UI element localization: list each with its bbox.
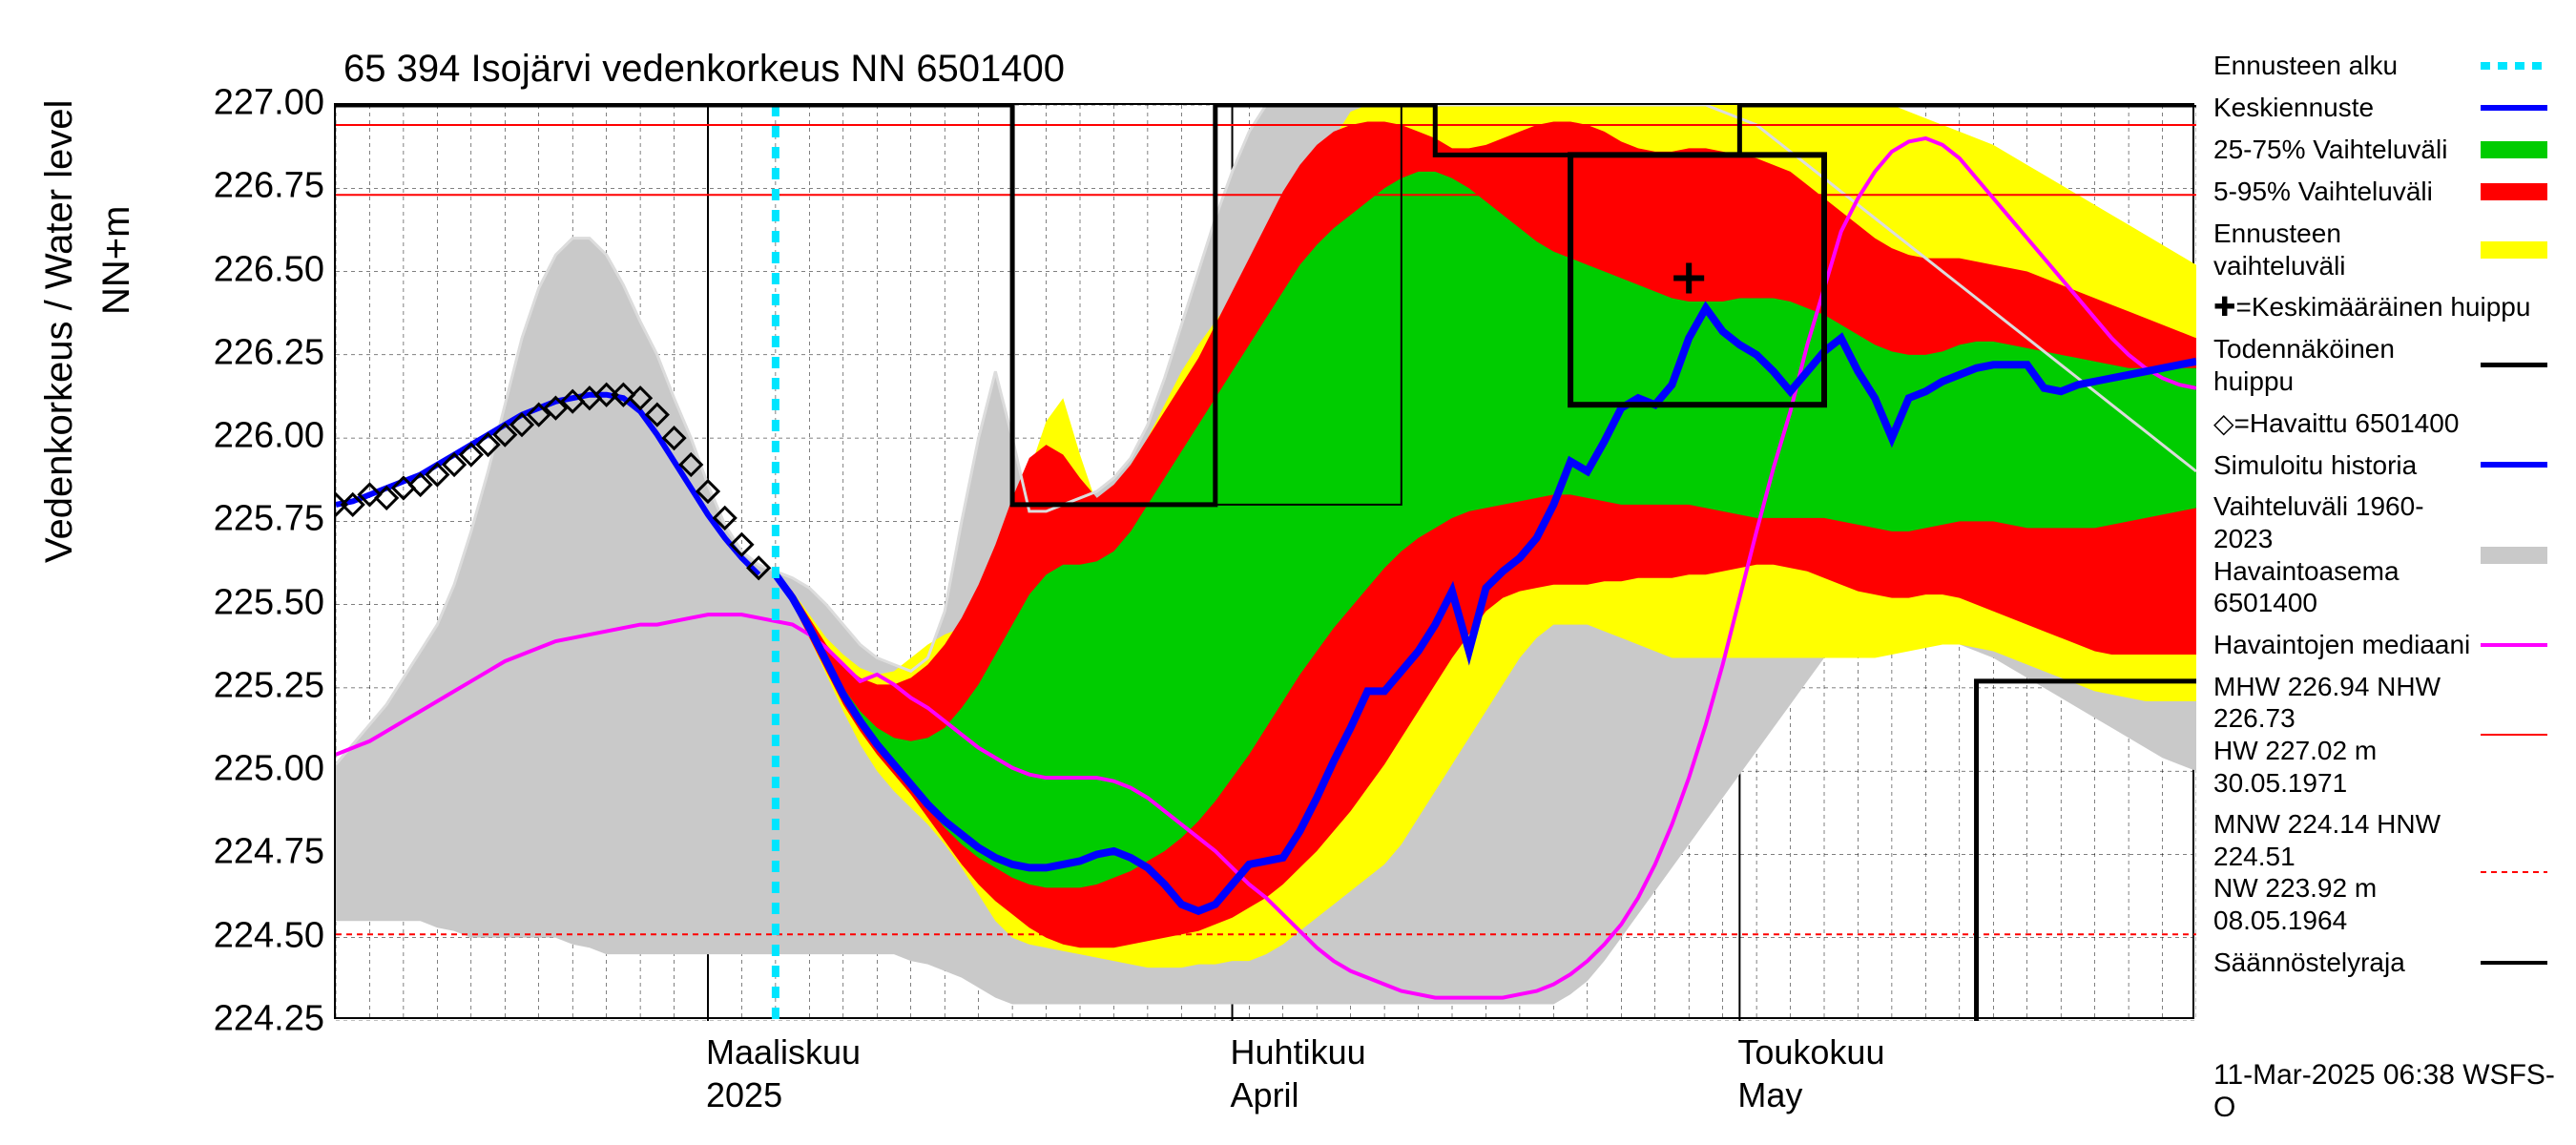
legend-sample-fill [2481,183,2547,200]
legend-item: Vaihteluväli 1960-2023 Havaintoasema 650… [2213,490,2547,618]
legend-label: Havaintojen mediaani [2213,629,2473,661]
ytick-label: 226.25 [214,332,324,373]
legend-item: Simuloitu historia [2213,448,2547,481]
legend-sample-line [2481,363,2547,367]
legend-label: Säännöstelyraja [2213,947,2473,979]
legend-label: Ennusteen alku [2213,50,2473,82]
legend-label: ◇=Havaittu 6501400 [2213,407,2547,440]
legend-sample-line [2481,462,2547,468]
legend-sample-fill [2481,241,2547,259]
legend-sample-shortdash [2481,871,2547,873]
legend-label: 5-95% Vaihteluväli [2213,176,2473,208]
legend-item: 25-75% Vaihteluväli [2213,134,2547,166]
legend-item: MHW 226.94 NHW 226.73HW 227.02 m 30.05.1… [2213,671,2547,799]
ytick-label: 226.75 [214,166,324,207]
legend-label: Todennäköinen huippu [2213,333,2473,397]
legend: Ennusteen alku Keskiennuste 25-75% Vaihtel… [2213,50,2547,989]
footer-timestamp: 11-Mar-2025 06:38 WSFS-O [2213,1059,2557,1124]
yaxis-label-secondary: NN+m [95,206,138,315]
ytick-label: 224.75 [214,832,324,873]
legend-sample-line [2481,105,2547,111]
chart-title: 65 394 Isojärvi vedenkorkeus NN 6501400 [343,48,1065,91]
legend-item: Ennusteen alku [2213,50,2547,82]
legend-sample-line [2481,643,2547,647]
yaxis-label-primary: Vedenkorkeus / Water level [38,100,81,563]
ytick-label: 224.25 [214,999,324,1040]
legend-label: Simuloitu historia [2213,449,2473,482]
legend-sample-fill [2481,141,2547,158]
xtick-label: ToukokuuMay [1737,1030,1884,1116]
legend-item: Todennäköinen huippu [2213,333,2547,397]
legend-sample-dash [2481,62,2547,70]
ytick-label: 225.25 [214,665,324,706]
legend-label: MHW 226.94 NHW 226.73HW 227.02 m 30.05.1… [2213,671,2473,799]
ytick-label: 226.00 [214,416,324,457]
plot-area [334,103,2194,1019]
legend-label: Keskiennuste [2213,92,2473,124]
legend-sample-line [2481,734,2547,736]
ytick-label: 227.00 [214,83,324,124]
legend-sample-line [2481,961,2547,965]
ytick-label: 226.50 [214,249,324,290]
legend-item: Ennusteen vaihteluväli [2213,218,2547,281]
legend-label: Ennusteen vaihteluväli [2213,218,2473,281]
legend-label: Vaihteluväli 1960-2023 Havaintoasema 650… [2213,490,2473,618]
legend-item: Keskiennuste [2213,92,2547,124]
ytick-label: 225.50 [214,582,324,623]
legend-label: MNW 224.14 HNW 224.51NW 223.92 m 08.05.1… [2213,808,2473,936]
ytick-label: 225.75 [214,499,324,540]
legend-label: 25-75% Vaihteluväli [2213,134,2473,166]
legend-item: 5-95% Vaihteluväli [2213,176,2547,208]
plot-svg [336,105,2196,1021]
legend-label: ✚=Keskimääräinen huippu [2213,291,2547,323]
ytick-label: 225.00 [214,749,324,790]
legend-item: Säännöstelyraja [2213,947,2547,979]
legend-item: ◇=Havaittu 6501400 [2213,406,2547,439]
legend-item: ✚=Keskimääräinen huippu [2213,291,2547,323]
ytick-label: 224.50 [214,915,324,956]
xtick-label: HuhtikuuApril [1231,1030,1366,1116]
legend-sample-fill [2481,547,2547,564]
legend-item: Havaintojen mediaani [2213,629,2547,661]
legend-item: MNW 224.14 HNW 224.51NW 223.92 m 08.05.1… [2213,808,2547,936]
chart-container: 65 394 Isojärvi vedenkorkeus NN 6501400 … [19,19,2557,1126]
xtick-label: Maaliskuu2025 [706,1030,861,1116]
